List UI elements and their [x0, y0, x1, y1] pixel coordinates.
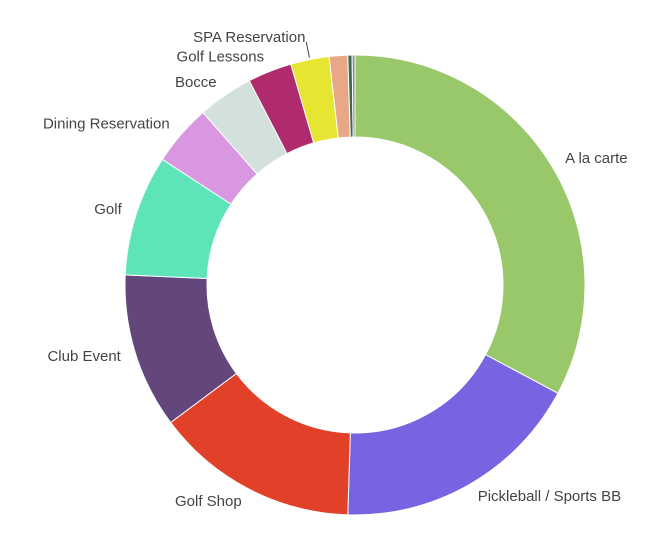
donut-slice	[351, 54, 356, 138]
slice-label: A la carte	[565, 150, 628, 167]
donut-slice	[354, 54, 586, 394]
slice-label: Bocce	[175, 74, 217, 91]
slice-label: Club Event	[47, 348, 121, 365]
slice-label: Golf Lessons	[177, 48, 265, 65]
slice-label: SPA Reservation	[193, 29, 305, 46]
slice-label: Golf	[94, 201, 122, 218]
slice-label: Golf Shop	[175, 493, 242, 510]
slice-label: Dining Reservation	[43, 116, 170, 133]
leader-line	[305, 41, 310, 58]
slice-label: Pickleball / Sports BB	[478, 488, 621, 505]
